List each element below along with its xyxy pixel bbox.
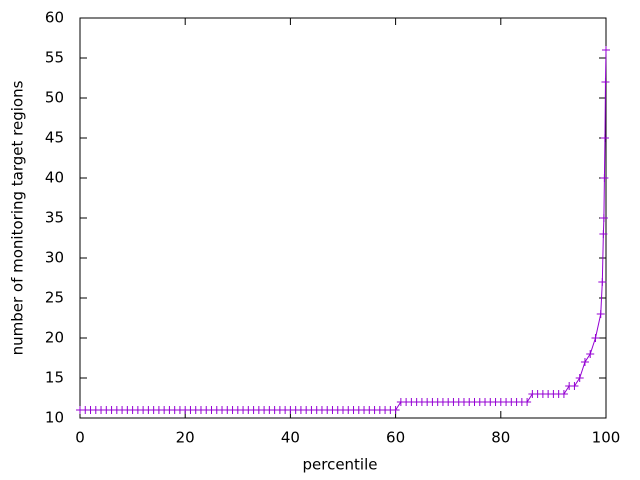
point <box>600 134 609 142</box>
x-tick-label: 0 <box>75 429 85 447</box>
x-tick-label: 80 <box>491 429 510 447</box>
x-tick-label: 100 <box>592 429 621 447</box>
point <box>391 406 400 414</box>
point <box>591 334 600 342</box>
y-tick-label: 40 <box>45 169 64 187</box>
y-tick-label: 45 <box>45 129 64 147</box>
x-axis-label: percentile <box>302 456 377 474</box>
y-tick-label: 50 <box>45 89 64 107</box>
x-tick-label: 40 <box>281 429 300 447</box>
point <box>586 350 595 358</box>
point <box>602 46 610 54</box>
point <box>580 358 589 366</box>
point <box>601 78 610 86</box>
point <box>598 278 607 286</box>
point <box>523 398 532 406</box>
point <box>599 214 608 222</box>
y-tick-label: 15 <box>45 369 64 387</box>
y-tick-label: 35 <box>45 209 64 227</box>
line <box>80 49 607 411</box>
point <box>559 390 568 398</box>
y-tick-label: 25 <box>45 289 64 307</box>
y-tick-label: 10 <box>45 409 64 427</box>
y-tick-label: 20 <box>45 329 64 347</box>
point <box>600 174 609 182</box>
point <box>575 374 584 382</box>
y-tick-label: 55 <box>45 49 64 67</box>
point <box>599 230 608 238</box>
y-axis-label: number of monitoring target regions <box>9 80 27 355</box>
y-tick-label: 30 <box>45 249 64 267</box>
plot-border <box>79 17 607 419</box>
y-tick-label: 60 <box>45 9 64 27</box>
point <box>570 382 579 390</box>
x-tick-label: 60 <box>386 429 405 447</box>
point <box>596 310 605 318</box>
x-tick-label: 20 <box>176 429 195 447</box>
